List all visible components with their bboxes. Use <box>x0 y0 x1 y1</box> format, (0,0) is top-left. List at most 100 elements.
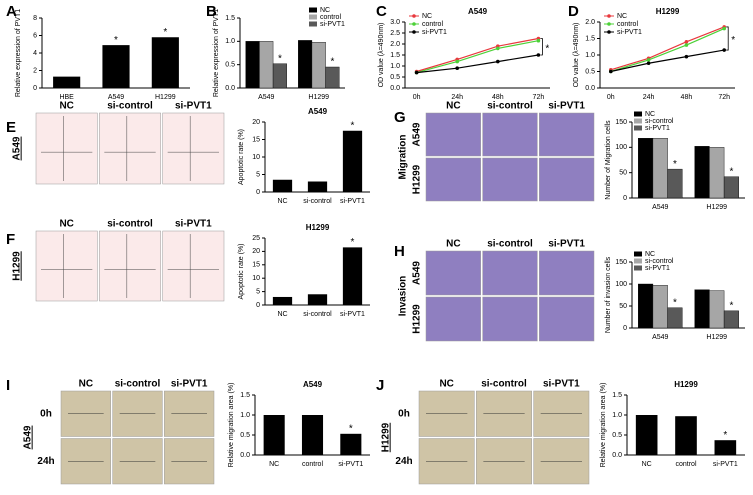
row-label: 0h <box>40 408 52 419</box>
quadrant <box>167 116 219 181</box>
panel-letter: J <box>376 377 384 394</box>
y-axis-label: OD value (λ=490nm) <box>378 23 385 88</box>
y-tick-label: 0.5 <box>240 432 250 439</box>
bar <box>102 45 130 88</box>
series-line <box>610 26 725 71</box>
x-tick-label: A549 <box>108 94 124 101</box>
y-axis-label: Apoptotic rate (%) <box>238 243 245 299</box>
x-tick-label: 72h <box>718 94 730 101</box>
y-tick-label: 0.0 <box>240 452 250 459</box>
significance: * <box>351 237 355 248</box>
y-tick-label: 20 <box>252 248 260 255</box>
bar <box>298 40 313 89</box>
bar <box>272 179 293 192</box>
bar <box>638 138 654 199</box>
y-tick-label: 100 <box>615 144 627 151</box>
point <box>646 58 651 62</box>
row-label: A549 <box>412 122 423 146</box>
panel-letter: F <box>6 231 15 248</box>
x-tick-label: H1299 <box>308 94 329 101</box>
legend-swatch <box>309 14 317 20</box>
significance: * <box>729 300 733 311</box>
panel-letter: E <box>6 119 16 136</box>
micrograph <box>482 250 538 296</box>
series-line <box>416 54 539 74</box>
x-tick-label: si-control <box>303 311 332 318</box>
legend-marker <box>607 30 611 34</box>
legend-swatch <box>309 21 317 27</box>
point <box>496 46 500 51</box>
y-tick-label: 50 <box>619 170 627 177</box>
chart-title: A549 <box>468 7 488 16</box>
row-label: A549 <box>12 136 23 160</box>
point <box>414 70 419 75</box>
micrograph <box>425 157 481 202</box>
y-tick-label: 1.0 <box>240 412 250 419</box>
legend-swatch <box>634 111 642 117</box>
y-tick-label: 2.0 <box>390 41 400 48</box>
legend-swatch <box>634 265 642 271</box>
row-label: 24h <box>37 456 54 467</box>
panel-letter: I <box>6 377 10 394</box>
x-tick-label: control <box>302 461 323 468</box>
point <box>455 66 460 70</box>
bar <box>245 41 260 89</box>
x-tick-label: si-PVT1 <box>340 198 365 205</box>
x-tick-label: H1299 <box>706 204 727 211</box>
column-label: si-PVT1 <box>543 379 580 390</box>
column-label: si-PVT1 <box>171 379 208 390</box>
legend-label: control <box>617 21 638 28</box>
legend-label: si-control <box>645 258 674 265</box>
micrograph <box>35 112 98 185</box>
bar <box>151 37 179 88</box>
point <box>536 53 541 57</box>
y-axis-label: Relative migration area (%) <box>600 383 607 468</box>
y-tick-label: 1.0 <box>585 52 595 59</box>
legend-swatch <box>309 7 317 13</box>
point <box>722 26 726 31</box>
y-tick-label: 100 <box>615 281 627 288</box>
y-tick-label: 2.5 <box>390 30 400 37</box>
bar <box>667 307 683 329</box>
y-tick-label: 1.5 <box>240 392 250 399</box>
row-label: H1299 <box>412 304 423 334</box>
x-tick-label: NC <box>277 198 287 205</box>
legend-label: si-PVT1 <box>617 29 642 36</box>
y-tick-label: 50 <box>619 303 627 310</box>
bar <box>714 440 737 455</box>
panel-letter: B <box>206 3 217 20</box>
point <box>536 38 541 43</box>
x-tick-label: A549 <box>258 94 274 101</box>
column-label: si-control <box>107 219 153 230</box>
bar <box>709 147 725 199</box>
column-label: NC <box>446 239 460 250</box>
cell-line-label: H1299 <box>381 422 392 452</box>
series-line <box>610 49 725 73</box>
row-label: 24h <box>395 456 412 467</box>
quadrant <box>41 116 93 181</box>
panel-letter: D <box>568 3 579 20</box>
chart-title: A549 <box>308 107 328 116</box>
significance: * <box>163 27 167 38</box>
y-tick-label: 1.0 <box>225 38 235 45</box>
x-tick-label: 24h <box>451 94 463 101</box>
y-tick-label: 10 <box>252 154 260 161</box>
y-tick-label: 1.5 <box>390 52 400 59</box>
y-tick-label: 0.0 <box>390 85 400 92</box>
micrograph <box>539 250 595 296</box>
panel-letter: G <box>394 109 406 126</box>
micrograph <box>425 112 481 157</box>
bar <box>325 66 340 89</box>
bar <box>709 290 725 329</box>
bracket <box>540 38 543 56</box>
point <box>684 54 689 59</box>
panel-letter: C <box>376 3 387 20</box>
column-label: si-control <box>481 379 527 390</box>
y-tick-label: 2.0 <box>585 19 595 26</box>
x-tick-label: A549 <box>652 204 668 211</box>
y-tick-label: 5 <box>256 288 260 295</box>
x-tick-label: 0h <box>607 94 615 101</box>
bar <box>307 181 328 192</box>
column-label: si-control <box>115 379 161 390</box>
micrograph <box>99 112 161 185</box>
